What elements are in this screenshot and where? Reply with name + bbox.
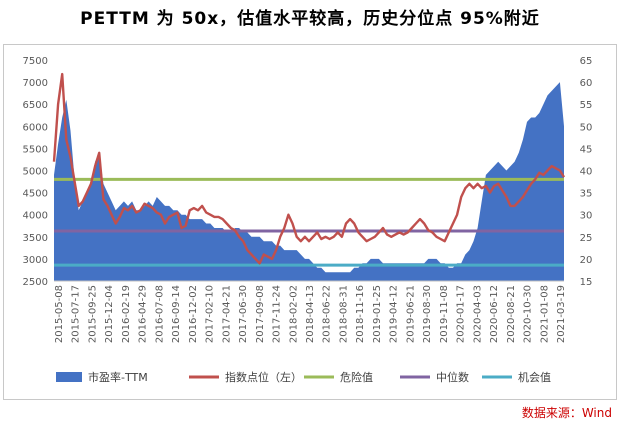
page-title: PETTM 为 50x，估值水平较高，历史分位点 95%附近 — [80, 9, 540, 29]
legend-swatch — [56, 372, 82, 382]
left-tick-label: 5000 — [23, 167, 48, 178]
x-tick-label: 2016-02-19 — [121, 285, 132, 343]
x-tick-label: 2021-03-19 — [556, 285, 567, 343]
x-tick-label: 2020-10-30 — [523, 285, 534, 343]
legend-label: 中位数 — [436, 370, 469, 384]
x-tick-label: 2020-08-21 — [506, 285, 517, 343]
pe-ttm-area — [54, 82, 564, 281]
left-tick-label: 7500 — [23, 56, 48, 67]
x-tick-label: 2019-06-21 — [405, 285, 416, 343]
right-tick-label: 35 — [580, 189, 593, 200]
x-tick-label: 2020-06-12 — [489, 285, 500, 343]
left-tick-label: 6500 — [23, 100, 48, 111]
left-tick-label: 4500 — [23, 189, 48, 200]
line-layer — [52, 72, 566, 265]
left-tick-label: 4000 — [23, 211, 48, 222]
legend-label: 危险值 — [340, 370, 373, 384]
x-tick-label: 2020-04-03 — [472, 285, 483, 343]
right-tick-label: 30 — [580, 211, 593, 222]
x-tick-label: 2016-04-29 — [138, 285, 149, 343]
x-axis: 2015-05-08 2015-07-17 2015-09-25 2015-12-04… — [54, 280, 567, 343]
x-tick-label: 2015-07-17 — [71, 285, 82, 343]
right-tick-label: 40 — [580, 167, 593, 178]
x-tick-label: 2018-08-31 — [338, 285, 349, 343]
right-tick-label: 45 — [580, 144, 593, 155]
legend-label: 指数点位（左） — [225, 370, 302, 384]
x-tick-label: 2018-11-16 — [355, 285, 366, 343]
reference-lines — [54, 177, 564, 267]
legend-label: 机会值 — [518, 370, 551, 384]
right-tick-label: 60 — [580, 78, 593, 89]
x-tick-label: 2015-12-04 — [104, 285, 115, 343]
x-tick-label: 2017-09-08 — [255, 285, 266, 343]
right-tick-label: 25 — [580, 233, 593, 244]
right-tick-label: 15 — [580, 277, 593, 288]
index-line — [52, 72, 566, 265]
x-tick-label: 2017-11-24 — [272, 285, 283, 343]
right-axis: 15 20 25 30 35 40 45 50 55 60 65 — [580, 56, 593, 288]
x-tick-label: 2018-02-02 — [288, 285, 299, 343]
data-source-note: 数据来源：Wind — [521, 406, 612, 420]
area-layer — [54, 82, 564, 281]
x-tick-label: 2018-04-13 — [305, 285, 316, 343]
left-tick-label: 3000 — [23, 255, 48, 266]
left-tick-label: 6000 — [23, 122, 48, 133]
x-tick-label: 2018-06-22 — [322, 285, 333, 343]
x-tick-label: 2019-11-08 — [439, 285, 450, 343]
x-tick-label: 2015-05-08 — [54, 285, 65, 343]
x-tick-label: 2019-04-12 — [389, 285, 400, 343]
chart-svg: 2500 3000 3500 4000 4500 5000 5500 6000 6500 7000… — [23, 56, 593, 384]
x-tick-label: 2021-01-08 — [539, 285, 550, 343]
x-tick-label: 2017-02-10 — [205, 285, 216, 343]
chart-frame: 2500 3000 3500 4000 4500 5000 5500 6000 6500 7000… — [3, 44, 617, 400]
left-tick-label: 5500 — [23, 144, 48, 155]
right-tick-label: 50 — [580, 122, 593, 133]
left-tick-label: 7000 — [23, 78, 48, 89]
right-tick-label: 65 — [580, 56, 593, 67]
x-tick-label: 2016-12-02 — [188, 285, 199, 343]
left-axis: 2500 3000 3500 4000 4500 5000 5500 6000 6500 7000… — [23, 56, 48, 288]
legend: 市盈率-TTM 指数点位（左） 危险值 中位数 机会值 — [56, 370, 551, 384]
x-tick-label: 2016-07-08 — [154, 285, 165, 343]
x-tick-label: 2020-01-17 — [456, 285, 467, 343]
left-tick-label: 3500 — [23, 233, 48, 244]
right-tick-label: 20 — [580, 255, 593, 266]
x-tick-label: 2019-08-30 — [422, 285, 433, 343]
x-tick-label: 2017-06-30 — [238, 285, 249, 343]
x-tick-label: 2017-04-21 — [221, 285, 232, 343]
left-tick-label: 2500 — [23, 277, 48, 288]
right-tick-label: 55 — [580, 100, 593, 111]
x-tick-label: 2016-09-14 — [171, 285, 182, 343]
x-tick-label: 2019-01-25 — [372, 285, 383, 343]
legend-label: 市盈率-TTM — [88, 370, 148, 384]
x-tick-label: 2015-09-25 — [87, 285, 98, 343]
